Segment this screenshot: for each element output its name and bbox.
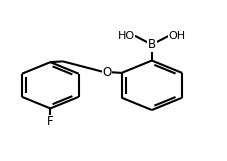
Text: B: B [148,38,156,51]
Text: HO: HO [118,31,135,41]
Text: OH: OH [169,31,186,41]
Text: O: O [102,66,111,79]
Text: F: F [47,115,54,128]
